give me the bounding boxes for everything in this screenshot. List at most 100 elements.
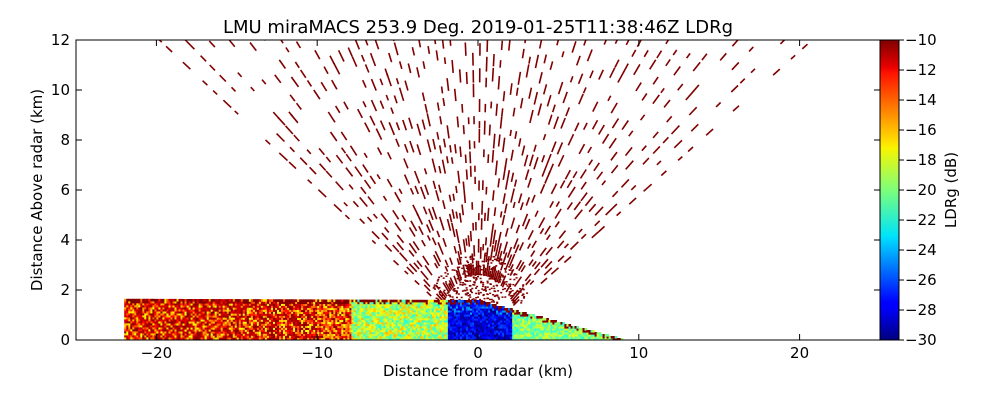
- noise-echo-mark: [209, 41, 215, 47]
- noise-echo-mark: [427, 113, 430, 126]
- noise-echo-mark: [492, 150, 493, 163]
- noise-echo-mark: [452, 223, 455, 237]
- noise-echo-mark: [404, 159, 408, 169]
- noise-echo-mark: [450, 214, 452, 222]
- noise-cluster-mark: [437, 279, 439, 281]
- noise-echo-mark: [366, 64, 369, 72]
- noise-echo-mark: [720, 53, 726, 60]
- noise-cluster-mark: [484, 298, 486, 300]
- noise-cluster-mark: [472, 258, 474, 260]
- noise-cluster-mark: [504, 263, 506, 265]
- noise-echo-mark: [528, 244, 531, 249]
- noise-cluster-mark: [508, 284, 510, 286]
- noise-cluster-mark: [467, 262, 469, 264]
- noise-echo-mark: [563, 92, 567, 103]
- noise-cluster-mark: [494, 259, 496, 261]
- noise-cluster-mark: [492, 294, 494, 296]
- noise-echo-mark: [518, 72, 520, 85]
- noise-cluster-mark: [476, 286, 478, 288]
- noise-cluster-mark: [464, 270, 466, 272]
- noise-echo-mark: [415, 281, 419, 285]
- noise-echo-mark: [377, 174, 380, 179]
- noise-echo-mark: [405, 271, 408, 274]
- noise-cluster-mark: [449, 296, 451, 298]
- noise-echo-mark: [439, 166, 441, 173]
- noise-echo-mark: [593, 120, 598, 129]
- noise-echo-mark: [610, 68, 615, 78]
- noise-cluster-mark: [504, 276, 506, 278]
- noise-echo-mark: [566, 107, 569, 116]
- noise-echo-mark: [251, 87, 255, 91]
- noise-echo-mark: [336, 155, 342, 163]
- noise-cluster-mark: [491, 301, 493, 303]
- noise-cluster-mark: [487, 259, 489, 261]
- noise-echo-mark: [442, 87, 443, 94]
- noise-echo-mark: [395, 192, 401, 202]
- noise-echo-mark: [499, 135, 500, 147]
- noise-cluster-mark: [461, 268, 463, 270]
- noise-echo-mark: [458, 171, 460, 184]
- noise-echo-mark: [444, 139, 446, 148]
- noise-echo-mark: [693, 62, 700, 71]
- noise-echo-mark: [391, 108, 393, 114]
- noise-echo-mark: [787, 33, 791, 37]
- noise-echo-mark: [503, 138, 505, 152]
- noise-cluster-mark: [434, 284, 436, 286]
- noise-echo-mark: [449, 195, 450, 202]
- noise-echo-mark: [318, 190, 326, 197]
- noise-echo-mark: [368, 197, 374, 205]
- noise-echo-mark: [456, 229, 459, 243]
- noise-echo-mark: [521, 98, 523, 108]
- noise-cluster-mark: [475, 267, 477, 269]
- noise-echo-mark: [455, 89, 456, 101]
- noise-echo-mark: [564, 257, 571, 263]
- noise-echo-mark: [453, 194, 454, 201]
- noise-echo-mark: [310, 167, 317, 174]
- noise-echo-mark: [565, 244, 569, 248]
- noise-echo-mark: [415, 171, 420, 183]
- noise-echo-mark: [535, 211, 538, 217]
- noise-cluster-mark: [486, 298, 488, 300]
- noise-echo-mark: [517, 88, 518, 96]
- noise-echo-mark: [515, 180, 517, 187]
- noise-echo-mark: [733, 106, 739, 111]
- noise-echo-mark: [559, 231, 565, 239]
- noise-echo-mark: [365, 123, 370, 133]
- noise-echo-mark: [617, 212, 621, 216]
- noise-echo-mark: [410, 227, 416, 236]
- noise-echo-mark: [688, 147, 693, 152]
- noise-cluster-mark: [457, 287, 459, 289]
- noise-cluster-mark: [485, 253, 487, 255]
- noise-echo-mark: [415, 186, 418, 194]
- noise-echo-mark: [436, 190, 439, 201]
- noise-cluster-mark: [487, 263, 489, 265]
- noise-echo-mark: [526, 170, 529, 180]
- noise-cluster-mark: [500, 258, 502, 260]
- noise-echo-mark: [594, 163, 599, 171]
- noise-echo-mark: [557, 142, 562, 154]
- noise-echo-mark: [372, 231, 379, 238]
- noise-cluster-mark: [494, 296, 496, 298]
- noise-echo-mark: [739, 33, 744, 38]
- noise-echo-mark: [687, 53, 691, 58]
- noise-echo-mark: [511, 218, 514, 229]
- noise-cluster-mark: [497, 258, 499, 260]
- noise-echo-mark: [544, 268, 552, 275]
- noise-echo-mark: [483, 265, 484, 276]
- noise-echo-mark: [471, 263, 472, 276]
- noise-cluster-mark: [456, 274, 458, 276]
- noise-echo-mark: [321, 82, 326, 91]
- noise-cluster-mark: [495, 265, 497, 267]
- noise-cluster-mark: [504, 268, 506, 270]
- noise-cluster-mark: [470, 289, 472, 291]
- noise-echo-mark: [349, 185, 353, 190]
- noise-echo-mark: [791, 55, 795, 59]
- noise-echo-mark: [300, 158, 307, 165]
- noise-cluster-mark: [436, 286, 438, 288]
- noise-echo-mark: [273, 112, 279, 118]
- noise-cluster-mark: [505, 271, 507, 273]
- noise-echo-mark: [463, 182, 464, 190]
- noise-echo-mark: [464, 239, 466, 252]
- noise-echo-mark: [389, 122, 394, 135]
